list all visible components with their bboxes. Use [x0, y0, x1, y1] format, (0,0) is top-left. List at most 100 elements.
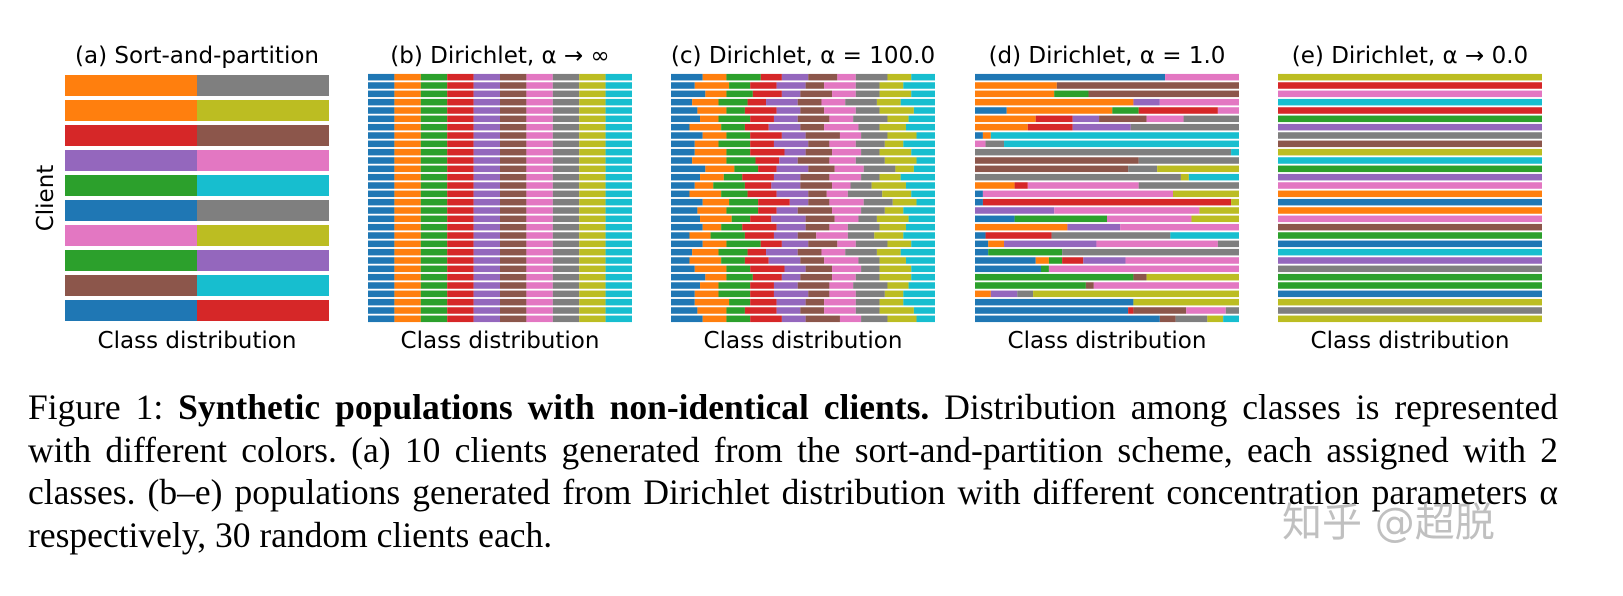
bar-segment	[975, 290, 991, 298]
bar-segment	[829, 140, 856, 148]
bar-segment	[671, 165, 706, 173]
bar-segment	[726, 73, 761, 81]
bar-segment	[473, 115, 500, 123]
bar-segment	[368, 248, 395, 256]
bar-segment	[824, 123, 859, 131]
bar-segment	[776, 107, 801, 114]
bar-segment	[721, 223, 743, 231]
bar-segment	[473, 157, 500, 164]
bar-segment	[65, 175, 197, 196]
bar-segment	[526, 157, 553, 164]
bar-segment	[605, 90, 632, 98]
bar-segment	[394, 307, 421, 314]
bar-segment	[394, 223, 421, 231]
panel-title: (e) Dirichlet, α → 0.0	[1292, 43, 1528, 69]
bar-segment	[579, 140, 606, 148]
bar-segment	[887, 315, 917, 323]
bar-segment	[1146, 273, 1239, 281]
bar-segment	[500, 182, 527, 189]
bar-segment	[579, 115, 606, 123]
bar-segment	[605, 190, 632, 198]
bar-segment	[882, 190, 912, 198]
bar-segment	[552, 215, 580, 223]
bar-segment	[834, 165, 864, 173]
bar-segment	[1014, 215, 1107, 223]
bar-segment	[552, 198, 580, 206]
bar-segment	[1157, 165, 1239, 173]
bar-segment	[526, 257, 553, 264]
bar-segment	[368, 132, 395, 139]
bar-segment	[394, 198, 421, 206]
bar-segment	[800, 107, 825, 114]
bar-segment	[797, 207, 833, 214]
bar-segment	[605, 273, 632, 281]
bar-segment	[1278, 98, 1542, 106]
bar-segment	[671, 223, 703, 231]
caption: Figure 1: Synthetic populations with non…	[28, 386, 1558, 556]
bar-segment	[689, 232, 711, 239]
bar-segment	[394, 107, 421, 114]
bar-segment	[766, 98, 798, 106]
bar-segment	[879, 307, 914, 314]
bar-segment	[990, 132, 1239, 139]
bar-segment	[861, 148, 880, 156]
bar-segment	[605, 165, 632, 173]
bar-segment	[500, 140, 527, 148]
bar-segment	[773, 282, 798, 289]
bar-segment	[697, 307, 727, 314]
bar-segment	[744, 257, 769, 264]
bar-segment	[1138, 107, 1218, 114]
bar-segment	[744, 307, 777, 314]
bar-segment	[671, 123, 690, 131]
bar-segment	[447, 307, 474, 314]
bar-segment	[726, 148, 751, 156]
bar-segment	[605, 73, 632, 81]
bar-segment	[579, 307, 606, 314]
bar-segment	[855, 107, 880, 114]
bar-segment	[808, 240, 838, 248]
bar-segment	[805, 223, 830, 231]
bar-segment	[473, 273, 500, 281]
bar-segment	[368, 98, 395, 106]
bar-segment	[671, 282, 701, 289]
bar-segment	[579, 165, 606, 173]
bar-segment	[526, 273, 553, 281]
bar-segment	[829, 223, 848, 231]
bar-segment	[526, 248, 553, 256]
bar-segment	[975, 265, 1041, 273]
bar-segment	[473, 265, 500, 273]
bar-segment	[65, 75, 197, 96]
bar-segment	[876, 215, 909, 223]
bar-segment	[420, 165, 448, 173]
bar-segment	[975, 223, 1068, 231]
bar-segment	[605, 115, 632, 123]
bar-segment	[500, 157, 527, 164]
bar-segment	[1278, 215, 1542, 223]
bar-segment	[552, 132, 580, 139]
bar-segment	[671, 82, 695, 89]
bar-segment	[605, 223, 632, 231]
bar-segment	[702, 198, 730, 206]
bar-segment	[1048, 265, 1239, 273]
bar-segment	[579, 73, 606, 81]
bar-segment	[975, 107, 1007, 114]
bar-segment	[776, 190, 809, 198]
bar-segment	[447, 298, 474, 306]
bar-segment	[579, 248, 606, 256]
bar-segment	[473, 207, 500, 214]
bar-segment	[473, 173, 500, 181]
bar-segment	[500, 148, 527, 156]
bar-segment	[447, 198, 474, 206]
bar-segment	[905, 257, 935, 264]
bar-segment	[747, 248, 767, 256]
bar-segment	[808, 290, 830, 298]
bar-segment	[447, 90, 474, 98]
bar-segment	[1096, 240, 1218, 248]
bar-segment	[694, 140, 719, 148]
bar-segment	[605, 248, 632, 256]
bar-segment	[837, 73, 856, 81]
bar-segment	[526, 115, 553, 123]
bar-segment	[526, 240, 553, 248]
bar-segment	[1062, 248, 1239, 256]
